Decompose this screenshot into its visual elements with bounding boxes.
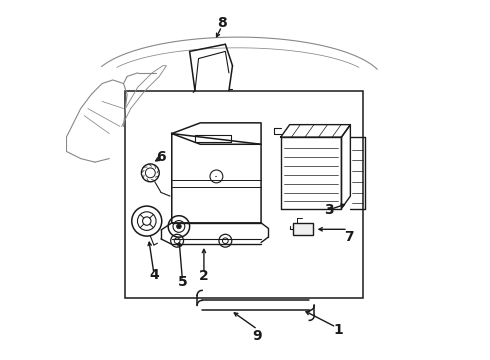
Bar <box>125 91 363 298</box>
Text: 8: 8 <box>217 16 227 30</box>
Text: 6: 6 <box>156 150 166 164</box>
Bar <box>293 223 313 235</box>
Text: 9: 9 <box>253 329 262 343</box>
Text: 5: 5 <box>177 275 187 289</box>
Text: 4: 4 <box>149 268 159 282</box>
Circle shape <box>176 224 181 229</box>
Text: 7: 7 <box>344 230 353 244</box>
Text: 1: 1 <box>333 323 343 337</box>
Text: 3: 3 <box>324 203 334 217</box>
Text: 2: 2 <box>199 269 209 283</box>
